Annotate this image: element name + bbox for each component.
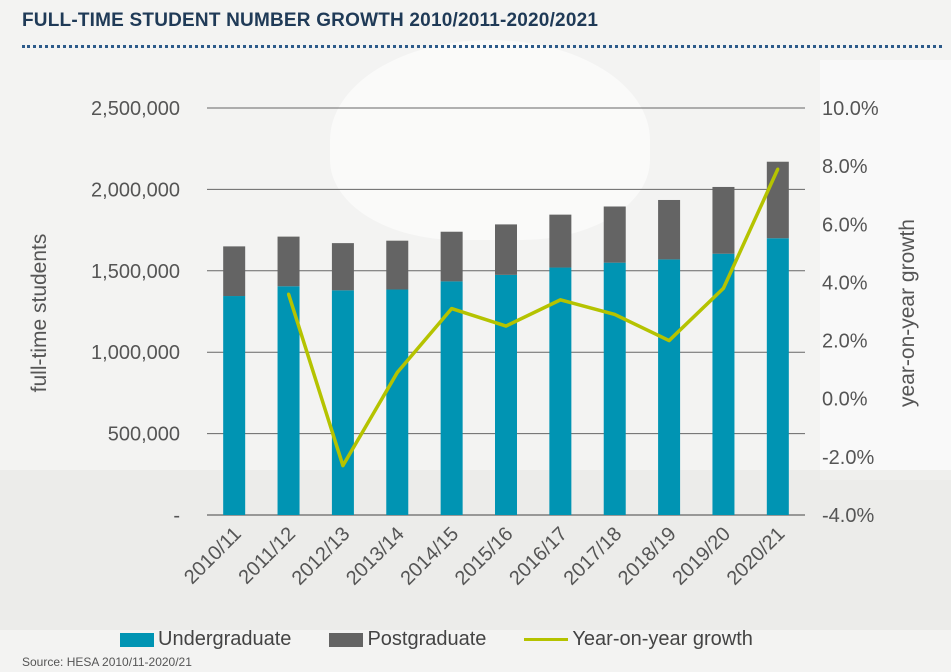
growth-point <box>558 298 562 302</box>
x-tick-label: 2014/15 <box>396 523 463 590</box>
legend-item-undergraduate: Undergraduate <box>120 628 291 651</box>
y2-tick-label: -4.0% <box>822 505 874 527</box>
growth-point <box>721 286 725 290</box>
y-tick-label: 2,000,000 <box>91 179 180 201</box>
bar-undergraduate <box>223 296 246 515</box>
y2-tick-label: 6.0% <box>822 214 868 236</box>
bar-postgraduate <box>277 236 300 287</box>
bar-postgraduate <box>495 224 517 275</box>
legend-item-growth: Year-on-year growth <box>524 628 753 651</box>
bar-undergraduate <box>766 238 789 516</box>
x-tick-label: 2011/12 <box>234 523 300 589</box>
y-tick-label: - <box>173 505 180 527</box>
growth-line <box>286 168 780 468</box>
legend-swatch-undergraduate <box>120 632 154 647</box>
bars <box>223 161 789 516</box>
growth-point <box>504 324 508 328</box>
bar-postgraduate <box>386 240 409 290</box>
legend-swatch-postgraduate <box>329 632 364 647</box>
bar-undergraduate <box>440 281 463 515</box>
bar-postgraduate <box>603 206 626 263</box>
x-tick-label: 2016/17 <box>505 523 572 590</box>
bar-postgraduate <box>712 186 735 254</box>
x-tick-label: 2020/21 <box>723 523 790 590</box>
growth-point <box>613 312 617 316</box>
x-tick-label: 2010/11 <box>180 523 246 589</box>
y-tick-label: 2,500,000 <box>91 98 180 120</box>
x-axis-ticks: 2010/112011/122012/132013/142014/152015/… <box>180 523 789 590</box>
legend-label-undergraduate: Undergraduate <box>158 628 292 650</box>
legend-label-growth: Year-on-year growth <box>572 628 753 650</box>
x-tick-label: 2018/19 <box>614 523 681 590</box>
legend-label-postgraduate: Postgraduate <box>367 628 487 650</box>
bar-postgraduate <box>223 246 246 297</box>
bar-undergraduate <box>331 290 354 515</box>
x-tick-label: 2019/20 <box>668 523 735 590</box>
y2-tick-label: 2.0% <box>822 331 868 353</box>
bar-postgraduate <box>440 231 463 282</box>
legend-swatch-growth <box>524 638 569 641</box>
y2-tick-label: 10.0% <box>822 98 879 120</box>
bar-postgraduate <box>658 199 681 260</box>
growth-point <box>450 307 454 311</box>
x-tick-label: 2013/14 <box>342 523 409 590</box>
source-note: Source: HESA 2010/11-2020/21 <box>22 655 192 669</box>
left-axis-ticks: - 500,000 1,000,000 1,500,000 2,000,000 2,500… <box>91 98 180 527</box>
y2-tick-label: 4.0% <box>822 272 868 294</box>
growth-point <box>341 464 345 468</box>
chart-svg: - 500,000 1,000,000 1,500,000 2,000,000 2,500… <box>28 98 919 590</box>
right-axis-ticks: -4.0% -2.0% 0.0% 2.0% 4.0% 6.0% 8.0% 10.0% <box>822 98 879 527</box>
bar-undergraduate <box>712 253 735 515</box>
bar-undergraduate <box>277 286 300 515</box>
chart-title: FULL-TIME STUDENT NUMBER GROWTH 2010/201… <box>22 10 599 31</box>
bar-postgraduate <box>549 214 572 268</box>
y2-tick-label: 0.0% <box>822 389 868 411</box>
legend: Undergraduate Postgraduate Year-on-year … <box>120 628 791 651</box>
y2-tick-label: 8.0% <box>822 156 868 178</box>
bar-undergraduate <box>495 274 517 515</box>
bar-undergraduate <box>658 259 681 515</box>
y-tick-label: 1,000,000 <box>91 342 180 364</box>
growth-line-group <box>286 167 780 468</box>
x-tick-label: 2012/13 <box>288 523 355 590</box>
y-tick-label: 1,500,000 <box>91 261 180 283</box>
growth-point <box>776 167 780 171</box>
growth-point <box>667 339 671 343</box>
y2-axis-label: year-on-year growth <box>896 219 919 407</box>
legend-item-postgraduate: Postgraduate <box>329 628 486 651</box>
bar-postgraduate <box>331 243 354 291</box>
y-tick-label: 500,000 <box>108 424 180 446</box>
bar-undergraduate <box>603 262 626 515</box>
bar-undergraduate <box>549 267 572 515</box>
y-axis-label: full-time students <box>28 234 51 393</box>
x-tick-label: 2017/18 <box>560 523 627 590</box>
growth-point <box>287 292 291 296</box>
y2-tick-label: -2.0% <box>822 447 874 469</box>
x-tick-label: 2015/16 <box>451 523 518 590</box>
growth-point <box>395 371 399 375</box>
title-divider <box>22 45 942 48</box>
bar-undergraduate <box>386 289 409 515</box>
